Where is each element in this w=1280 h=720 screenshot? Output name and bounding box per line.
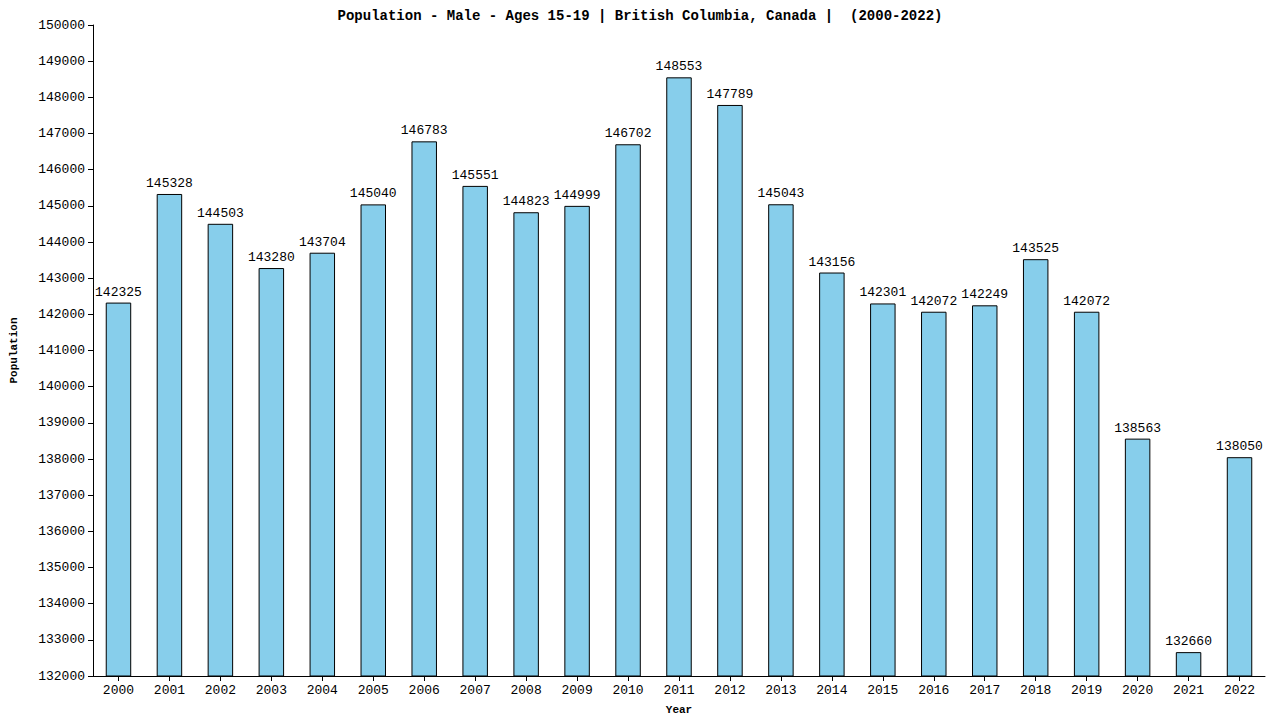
- svg-text:142072: 142072: [910, 294, 957, 309]
- svg-text:2011: 2011: [663, 683, 694, 698]
- svg-text:2007: 2007: [460, 683, 491, 698]
- svg-text:143000: 143000: [38, 271, 85, 286]
- svg-text:141000: 141000: [38, 343, 85, 358]
- svg-text:143525: 143525: [1012, 241, 1059, 256]
- svg-text:2000: 2000: [103, 683, 134, 698]
- svg-text:145043: 145043: [758, 186, 805, 201]
- svg-text:133000: 133000: [38, 632, 85, 647]
- svg-text:138563: 138563: [1114, 421, 1161, 436]
- svg-text:2019: 2019: [1071, 683, 1102, 698]
- svg-text:2002: 2002: [205, 683, 236, 698]
- svg-text:2008: 2008: [511, 683, 542, 698]
- svg-text:2016: 2016: [918, 683, 949, 698]
- svg-text:145040: 145040: [350, 186, 397, 201]
- svg-text:138050: 138050: [1216, 439, 1263, 454]
- svg-text:2015: 2015: [867, 683, 898, 698]
- svg-text:142325: 142325: [95, 285, 142, 300]
- svg-text:146702: 146702: [605, 126, 652, 141]
- svg-text:2012: 2012: [714, 683, 745, 698]
- svg-text:143704: 143704: [299, 235, 346, 250]
- svg-text:142000: 142000: [38, 307, 85, 322]
- svg-text:144000: 144000: [38, 235, 85, 250]
- svg-text:2022: 2022: [1224, 683, 1255, 698]
- svg-text:Population - Male - Ages 15-19: Population - Male - Ages 15-19 | British…: [338, 8, 943, 24]
- svg-text:148000: 148000: [38, 90, 85, 105]
- svg-text:2017: 2017: [969, 683, 1000, 698]
- svg-text:2004: 2004: [307, 683, 338, 698]
- svg-text:148553: 148553: [656, 59, 703, 74]
- svg-text:2001: 2001: [154, 683, 185, 698]
- svg-text:2013: 2013: [765, 683, 796, 698]
- svg-text:146783: 146783: [401, 123, 448, 138]
- svg-text:142249: 142249: [961, 287, 1008, 302]
- svg-text:138000: 138000: [38, 452, 85, 467]
- svg-text:143156: 143156: [808, 255, 855, 270]
- svg-text:142301: 142301: [859, 285, 906, 300]
- svg-text:149000: 149000: [38, 54, 85, 69]
- svg-text:2005: 2005: [358, 683, 389, 698]
- svg-text:145000: 145000: [38, 198, 85, 213]
- svg-text:2009: 2009: [561, 683, 592, 698]
- svg-text:2014: 2014: [816, 683, 847, 698]
- svg-text:147000: 147000: [38, 126, 85, 141]
- svg-text:144503: 144503: [197, 206, 244, 221]
- svg-text:140000: 140000: [38, 379, 85, 394]
- svg-text:136000: 136000: [38, 524, 85, 539]
- svg-text:134000: 134000: [38, 596, 85, 611]
- svg-text:146000: 146000: [38, 162, 85, 177]
- svg-text:Population: Population: [8, 317, 20, 383]
- svg-text:142072: 142072: [1063, 294, 1110, 309]
- svg-text:145551: 145551: [452, 168, 499, 183]
- svg-text:147789: 147789: [707, 87, 754, 102]
- svg-text:2010: 2010: [612, 683, 643, 698]
- svg-text:132000: 132000: [38, 669, 85, 684]
- svg-text:2020: 2020: [1122, 683, 1153, 698]
- svg-text:2018: 2018: [1020, 683, 1051, 698]
- svg-text:137000: 137000: [38, 488, 85, 503]
- svg-text:139000: 139000: [38, 415, 85, 430]
- svg-text:132660: 132660: [1165, 634, 1212, 649]
- svg-text:144999: 144999: [554, 188, 601, 203]
- svg-text:144823: 144823: [503, 194, 550, 209]
- svg-text:145328: 145328: [146, 176, 193, 191]
- svg-text:135000: 135000: [38, 560, 85, 575]
- svg-text:2021: 2021: [1173, 683, 1204, 698]
- svg-text:2003: 2003: [256, 683, 287, 698]
- svg-text:143280: 143280: [248, 250, 295, 265]
- svg-text:Year: Year: [666, 704, 692, 716]
- svg-text:150000: 150000: [38, 18, 85, 33]
- svg-text:2006: 2006: [409, 683, 440, 698]
